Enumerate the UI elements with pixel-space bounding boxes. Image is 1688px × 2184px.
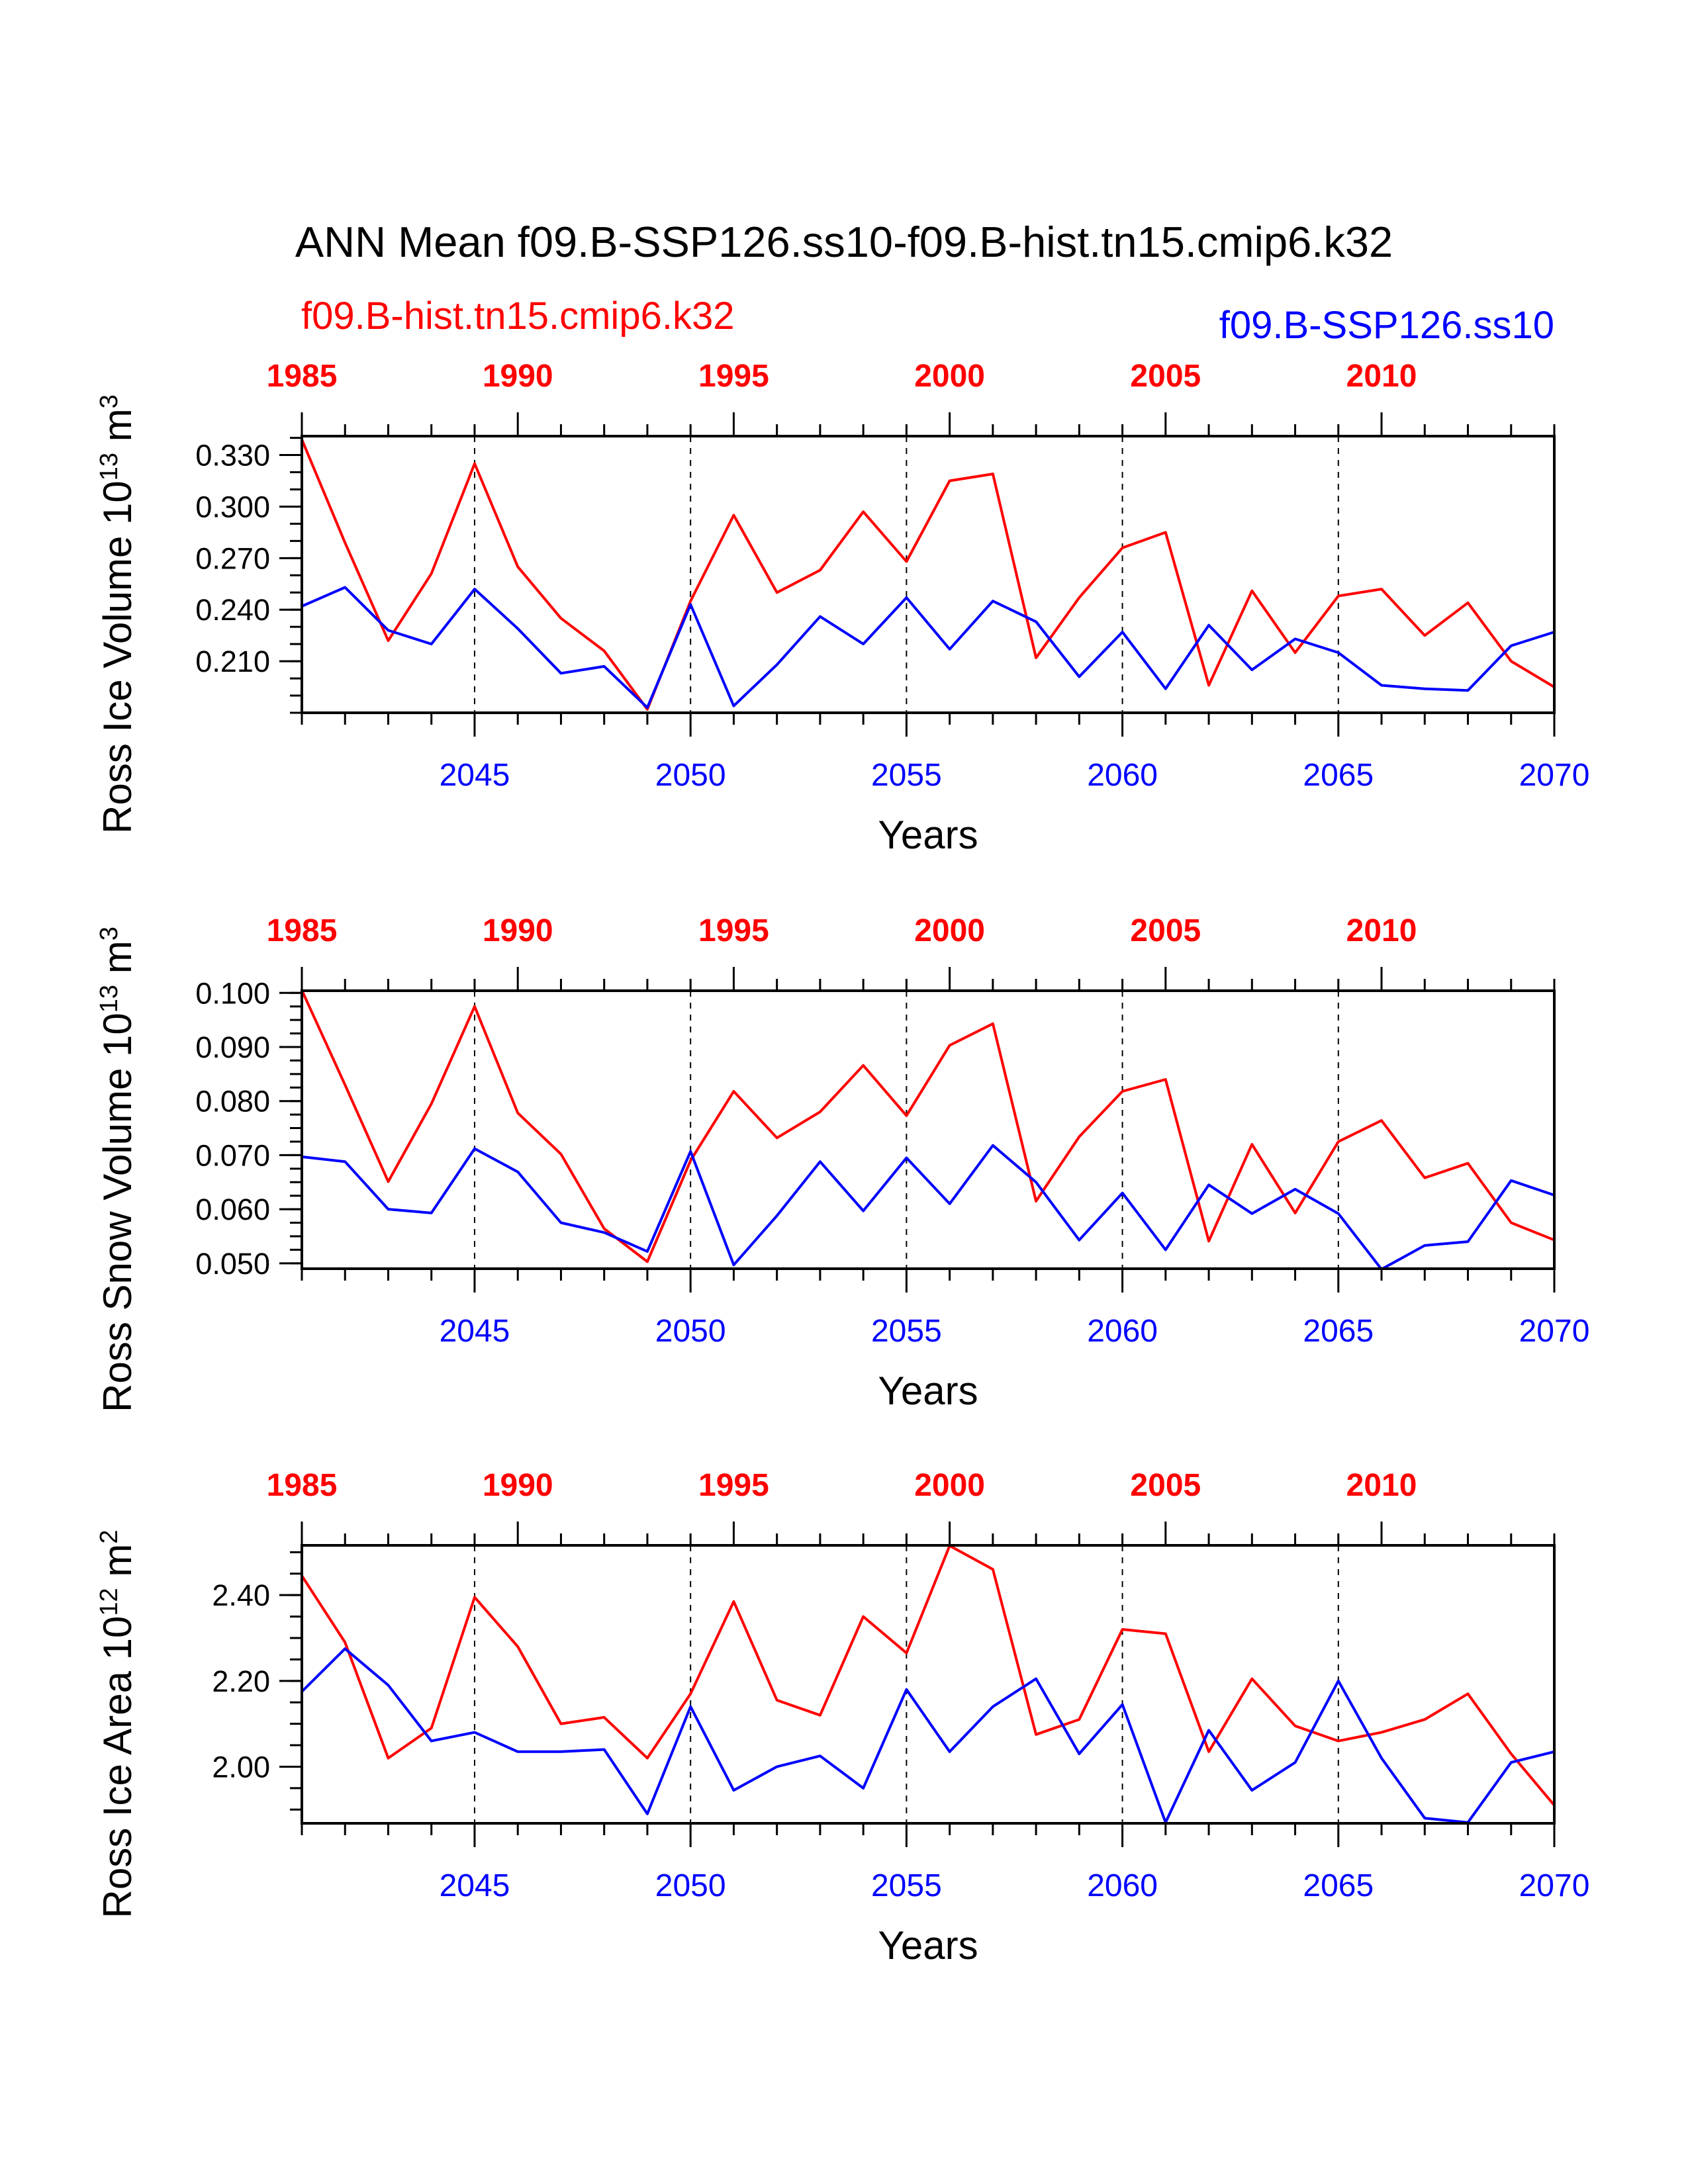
panels: 2045 2050 2055 2060 2065 2070 1985 1990 1995 2000… [95,359,1589,1968]
y-tick-label: 0.090 [195,1030,270,1064]
plot-frame [301,989,1556,1270]
x-axis-title: Years [878,1923,978,1968]
top-x-tick-label: 2010 [1346,359,1417,394]
top-x-tick-label: 2010 [1346,913,1417,948]
top-x-tick-label: 2000 [914,913,985,948]
y-tick-label: 2.20 [212,1664,270,1698]
top-x-tick-label: 1995 [698,359,769,394]
x-tick-label: 2045 [440,1868,510,1903]
x-tick-label: 2055 [871,758,942,793]
y-axis-title: Ross Ice Area 1012 m2 [95,1530,140,1919]
series-line-ssp126 [301,1144,1555,1271]
top-x-tick-label: 2010 [1346,1468,1417,1503]
y-tick-label: 0.050 [195,1247,270,1281]
panel-3: 2045 2050 2055 2060 2065 2070 1985 1990 1995 2000… [95,1468,1589,1968]
series-line-hist [301,989,1555,1263]
x-tick-label: 2070 [1519,758,1590,793]
y-tick-label: 0.270 [195,541,270,575]
legend-red-label: f09.B-hist.tn15.cmip6.k32 [301,295,734,338]
x-axis-title: Years [878,1369,978,1413]
y-tick-label: 0.240 [195,593,270,627]
y-tick-label: 0.080 [195,1085,270,1118]
y-tick-label: 0.070 [195,1138,270,1172]
top-x-tick-label: 2005 [1130,1468,1201,1503]
top-x-tick-label: 2000 [914,359,985,394]
y-axis-title: Ross Ice Volume 1013 m3 [95,394,140,834]
plot-frame [301,435,1556,714]
chart-title: ANN Mean f09.B-SSP126.ss10-f09.B-hist.tn… [295,218,1393,266]
top-x-tick-label: 1990 [483,359,553,394]
x-tick-label: 2070 [1519,1314,1590,1349]
y-tick-label: 0.100 [195,976,270,1010]
y-tick-label: 0.210 [195,645,270,678]
x-tick-label: 2060 [1087,758,1158,793]
x-axis-title: Years [878,813,978,857]
y-tick-label: 0.300 [195,490,270,523]
x-tick-label: 2050 [655,1868,726,1903]
top-x-tick-label: 1995 [698,913,769,948]
y-tick-label: 2.40 [212,1578,270,1612]
top-x-tick-label: 1985 [267,1468,338,1503]
top-x-tick-label: 1985 [267,913,338,948]
x-tick-label: 2060 [1087,1314,1158,1349]
x-tick-label: 2070 [1519,1868,1590,1903]
panel-2: 2045 2050 2055 2060 2065 2070 1985 1990 1995 2000… [95,913,1589,1413]
y-tick-label: 0.330 [195,439,270,473]
y-tick-label: 2.00 [212,1750,270,1784]
top-x-tick-label: 2005 [1130,359,1201,394]
series-line-ssp126 [301,1647,1555,1824]
x-tick-label: 2055 [871,1868,942,1903]
y-tick-label: 0.060 [195,1193,270,1226]
series-line-ssp126 [301,586,1555,709]
legend-blue-label: f09.B-SSP126.ss10 [1219,304,1554,347]
x-tick-label: 2050 [655,758,726,793]
series-line-hist [301,1544,1556,1807]
top-x-tick-label: 1990 [483,1468,553,1503]
x-tick-label: 2065 [1303,758,1374,793]
x-tick-label: 2045 [440,1314,510,1349]
x-tick-label: 2050 [655,1314,726,1349]
top-x-tick-label: 2005 [1130,913,1201,948]
x-tick-label: 2060 [1087,1868,1158,1903]
x-tick-label: 2065 [1303,1868,1374,1903]
x-tick-label: 2055 [871,1314,942,1349]
series-line-hist [301,439,1556,711]
plot-frame [301,1544,1556,1825]
panel-1: 2045 2050 2055 2060 2065 2070 1985 1990 1995 2000… [95,359,1589,857]
y-axis-title: Ross Snow Volume 1013 m3 [95,927,140,1412]
top-x-tick-label: 1985 [267,359,338,394]
x-tick-label: 2065 [1303,1314,1374,1349]
top-x-tick-label: 1990 [483,913,553,948]
x-tick-label: 2045 [440,758,510,793]
top-x-tick-label: 1995 [698,1468,769,1503]
top-x-tick-label: 2000 [914,1468,985,1503]
